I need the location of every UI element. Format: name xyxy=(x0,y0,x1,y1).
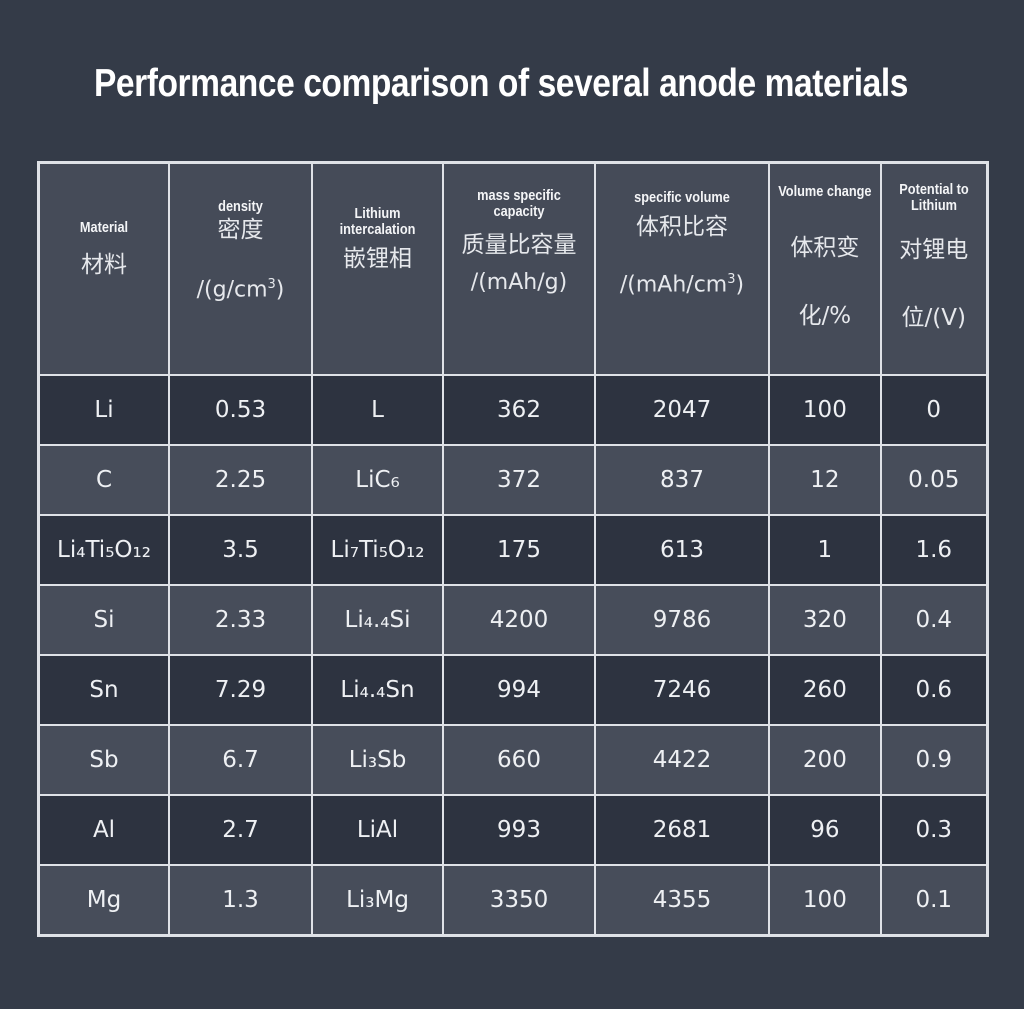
header-en: specific volume xyxy=(634,189,730,206)
cell-volume-change: 260 xyxy=(768,654,882,726)
cell-phase: LiAl xyxy=(311,794,444,866)
cell-phase: Li₇Ti₅O₁₂ xyxy=(311,514,444,586)
cell-phase: Li₄.₄Sn xyxy=(311,654,444,726)
cell-density: 2.33 xyxy=(168,584,313,656)
cell-mass-capacity: 660 xyxy=(442,724,596,796)
cell-material: Sb xyxy=(37,724,170,796)
table-row: C 2.25 LiC₆ 372 837 12 0.05 xyxy=(37,444,989,516)
cell-material: Sn xyxy=(37,654,170,726)
cell-density: 6.7 xyxy=(168,724,313,796)
cell-density: 2.7 xyxy=(168,794,313,866)
cell-mass-capacity: 993 xyxy=(442,794,596,866)
cell-volume-capacity: 2681 xyxy=(594,794,770,866)
cell-potential: 1.6 xyxy=(879,514,989,586)
cell-mass-capacity: 4200 xyxy=(442,584,596,656)
cell-volume-capacity: 4355 xyxy=(594,864,770,937)
header-unit: /(mAh/cm3) xyxy=(619,272,745,298)
cell-potential: 0.4 xyxy=(879,584,989,656)
cell-potential: 0 xyxy=(879,374,989,446)
cell-volume-change: 200 xyxy=(768,724,882,796)
cell-density: 0.53 xyxy=(168,374,313,446)
cell-mass-capacity: 3350 xyxy=(442,864,596,937)
header-specific-volume: specific volume 体积比容 /(mAh/cm3) xyxy=(594,161,770,376)
header-volume-change: Volume change 体积变化/% xyxy=(768,161,882,376)
table-row: Li₄Ti₅O₁₂ 3.5 Li₇Ti₅O₁₂ 175 613 1 1.6 xyxy=(37,514,989,586)
table-row: Sn 7.29 Li₄.₄Sn 994 7246 260 0.6 xyxy=(37,654,989,726)
header-en: Material xyxy=(79,219,129,236)
cell-mass-capacity: 362 xyxy=(442,374,596,446)
cell-volume-change: 320 xyxy=(768,584,882,656)
header-zh: 对锂电位/(V) xyxy=(899,237,969,331)
header-en: density xyxy=(218,198,263,215)
cell-potential: 0.3 xyxy=(879,794,989,866)
cell-phase: L xyxy=(311,374,444,446)
table-row: Al 2.7 LiAl 993 2681 96 0.3 xyxy=(37,794,989,866)
cell-material: Li₄Ti₅O₁₂ xyxy=(37,514,170,586)
cell-potential: 0.9 xyxy=(879,724,989,796)
cell-material: Si xyxy=(37,584,170,656)
cell-phase: Li₄.₄Si xyxy=(311,584,444,656)
cell-phase: Li₃Sb xyxy=(311,724,444,796)
page-title: Performance comparison of several anode … xyxy=(93,62,909,105)
cell-mass-capacity: 372 xyxy=(442,444,596,516)
cell-density: 3.5 xyxy=(168,514,313,586)
cell-mass-capacity: 175 xyxy=(442,514,596,586)
cell-material: Mg xyxy=(37,864,170,937)
cell-potential: 0.05 xyxy=(879,444,989,516)
header-en: Lithium intercalation xyxy=(339,205,416,238)
cell-material: Al xyxy=(37,794,170,866)
cell-volume-capacity: 4422 xyxy=(594,724,770,796)
cell-material: C xyxy=(37,444,170,516)
table-row: Mg 1.3 Li₃Mg 3350 4355 100 0.1 xyxy=(37,864,989,937)
cell-volume-capacity: 2047 xyxy=(594,374,770,446)
header-mass-specific-capacity: mass specific capacity 质量比容量 /(mAh/g) xyxy=(442,161,596,376)
header-zh: 体积变化/% xyxy=(790,235,860,329)
cell-volume-capacity: 837 xyxy=(594,444,770,516)
header-zh: 嵌锂相 xyxy=(343,246,412,272)
cell-density: 7.29 xyxy=(168,654,313,726)
header-en: Volume change xyxy=(778,183,872,200)
header-zh: 材料 xyxy=(81,252,127,278)
cell-volume-change: 12 xyxy=(768,444,882,516)
cell-volume-capacity: 613 xyxy=(594,514,770,586)
cell-phase: LiC₆ xyxy=(311,444,444,516)
cell-volume-change: 100 xyxy=(768,374,882,446)
header-unit: /(mAh/g) xyxy=(470,270,568,295)
cell-volume-change: 1 xyxy=(768,514,882,586)
header-unit: /(g/cm3) xyxy=(196,277,285,303)
table-row: Si 2.33 Li₄.₄Si 4200 9786 320 0.4 xyxy=(37,584,989,656)
cell-density: 2.25 xyxy=(168,444,313,516)
cell-volume-change: 100 xyxy=(768,864,882,937)
header-density: density 密度 /(g/cm3) xyxy=(168,161,313,376)
anode-materials-table: Material 材料 density 密度 /(g/cm3) xyxy=(37,161,989,937)
cell-density: 1.3 xyxy=(168,864,313,937)
header-material: Material 材料 xyxy=(37,161,170,376)
table-row: Sb 6.7 Li₃Sb 660 4422 200 0.9 xyxy=(37,724,989,796)
cell-volume-capacity: 9786 xyxy=(594,584,770,656)
cell-volume-change: 96 xyxy=(768,794,882,866)
header-en: mass specific capacity xyxy=(477,187,561,220)
header-row: Material 材料 density 密度 /(g/cm3) xyxy=(37,161,989,376)
cell-phase: Li₃Mg xyxy=(311,864,444,937)
header-zh: 质量比容量 xyxy=(461,232,577,258)
header-zh: 体积比容 xyxy=(636,214,728,240)
header-potential-to-lithium: Potential to Lithium 对锂电位/(V) xyxy=(879,161,989,376)
cell-potential: 0.1 xyxy=(879,864,989,937)
header-en: Potential to Lithium xyxy=(899,181,969,214)
cell-mass-capacity: 994 xyxy=(442,654,596,726)
cell-material: Li xyxy=(37,374,170,446)
header-zh: 密度 xyxy=(217,217,264,243)
cell-volume-capacity: 7246 xyxy=(594,654,770,726)
cell-potential: 0.6 xyxy=(879,654,989,726)
header-lithium-intercalation: Lithium intercalation 嵌锂相 xyxy=(311,161,444,376)
table-row: Li 0.53 L 362 2047 100 0 xyxy=(37,374,989,446)
